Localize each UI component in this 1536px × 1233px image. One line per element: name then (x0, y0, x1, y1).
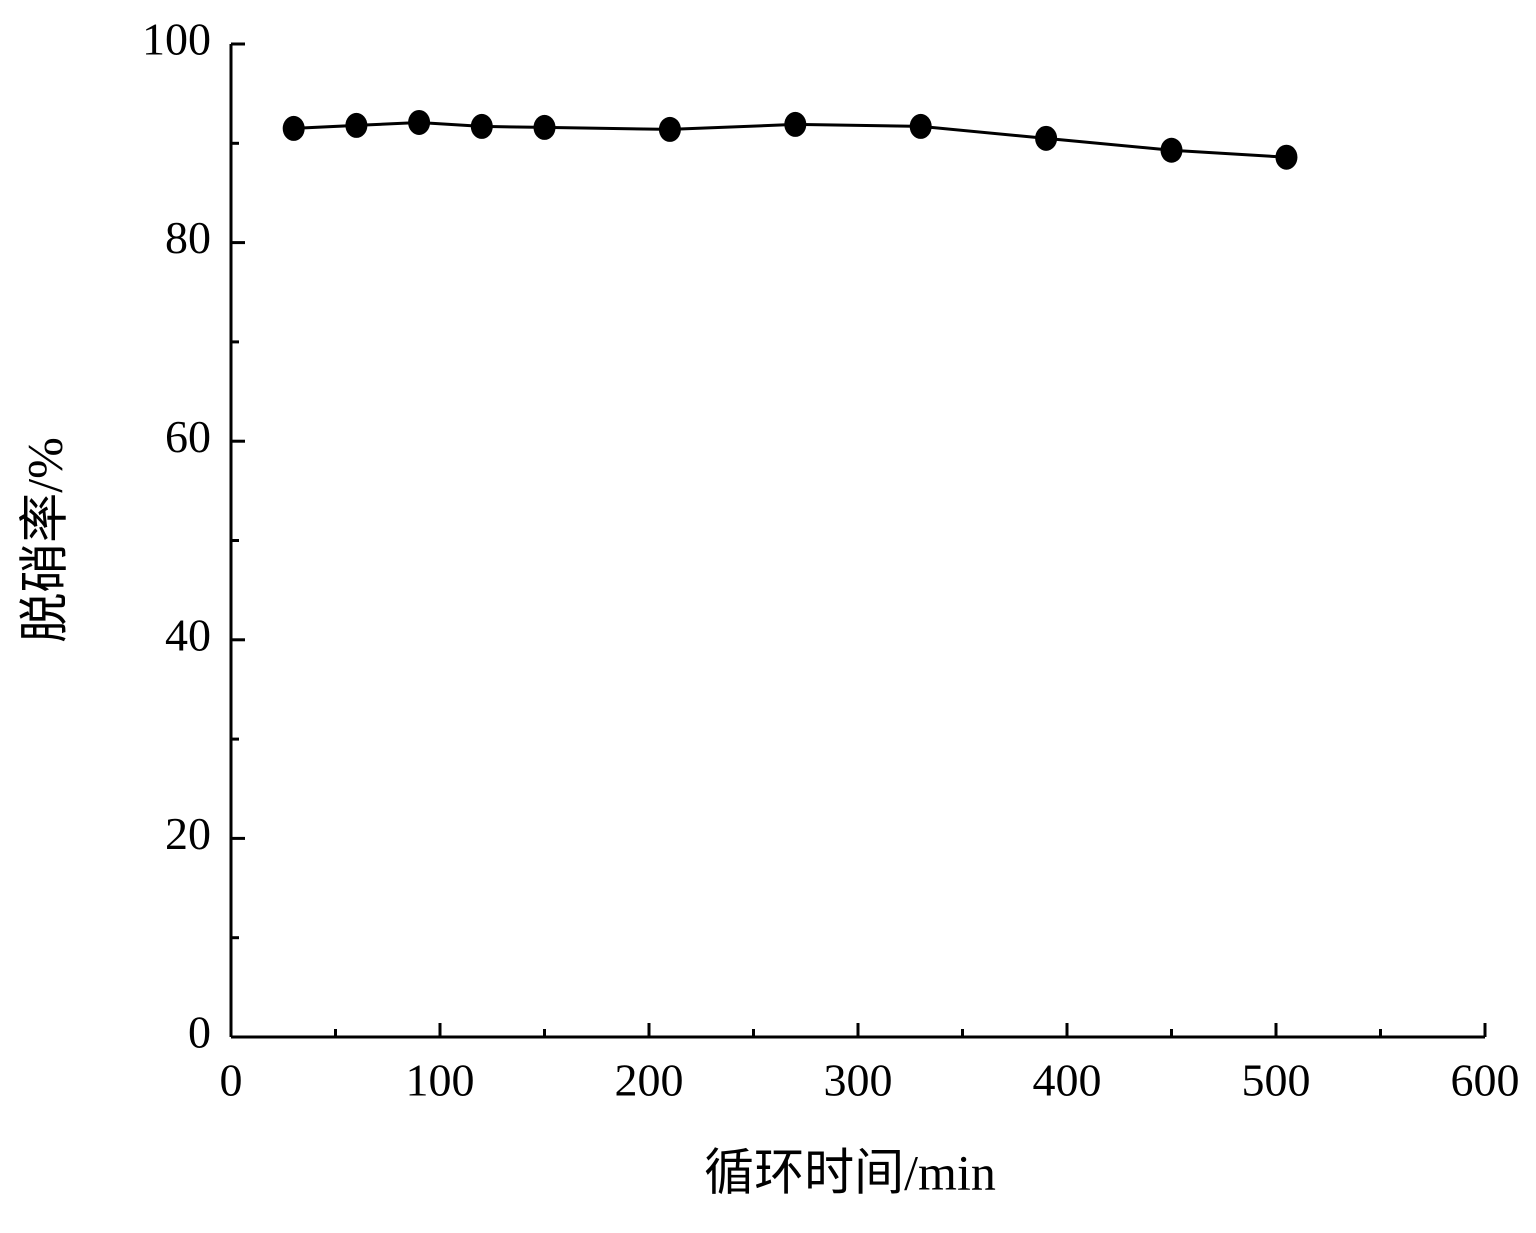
y-tick-label: 0 (188, 1007, 211, 1058)
data-point (909, 113, 932, 139)
data-point (1160, 137, 1183, 163)
x-tick-label: 0 (220, 1055, 243, 1106)
x-tick-label: 600 (1451, 1055, 1520, 1106)
data-point (1275, 144, 1298, 170)
y-tick-label: 20 (165, 808, 211, 859)
y-axis-label: 脱硝率/% (16, 437, 72, 643)
data-point (784, 111, 807, 137)
data-point (345, 112, 368, 138)
x-axis-label: 循环时间/min (704, 1144, 996, 1200)
data-point (408, 109, 431, 135)
x-tick-label: 400 (1033, 1055, 1102, 1106)
y-tick-label: 100 (142, 14, 211, 65)
data-point (533, 114, 556, 140)
x-tick-label: 500 (1242, 1055, 1311, 1106)
data-point (658, 116, 681, 142)
data-point (1035, 125, 1058, 151)
data-point (470, 113, 493, 139)
x-tick-label: 200 (615, 1055, 684, 1106)
y-tick-label: 40 (165, 609, 211, 660)
data-point (282, 115, 305, 141)
x-tick-label: 100 (406, 1055, 475, 1106)
x-tick-label: 300 (824, 1055, 893, 1106)
y-tick-label: 80 (165, 212, 211, 263)
y-tick-label: 60 (165, 411, 211, 462)
